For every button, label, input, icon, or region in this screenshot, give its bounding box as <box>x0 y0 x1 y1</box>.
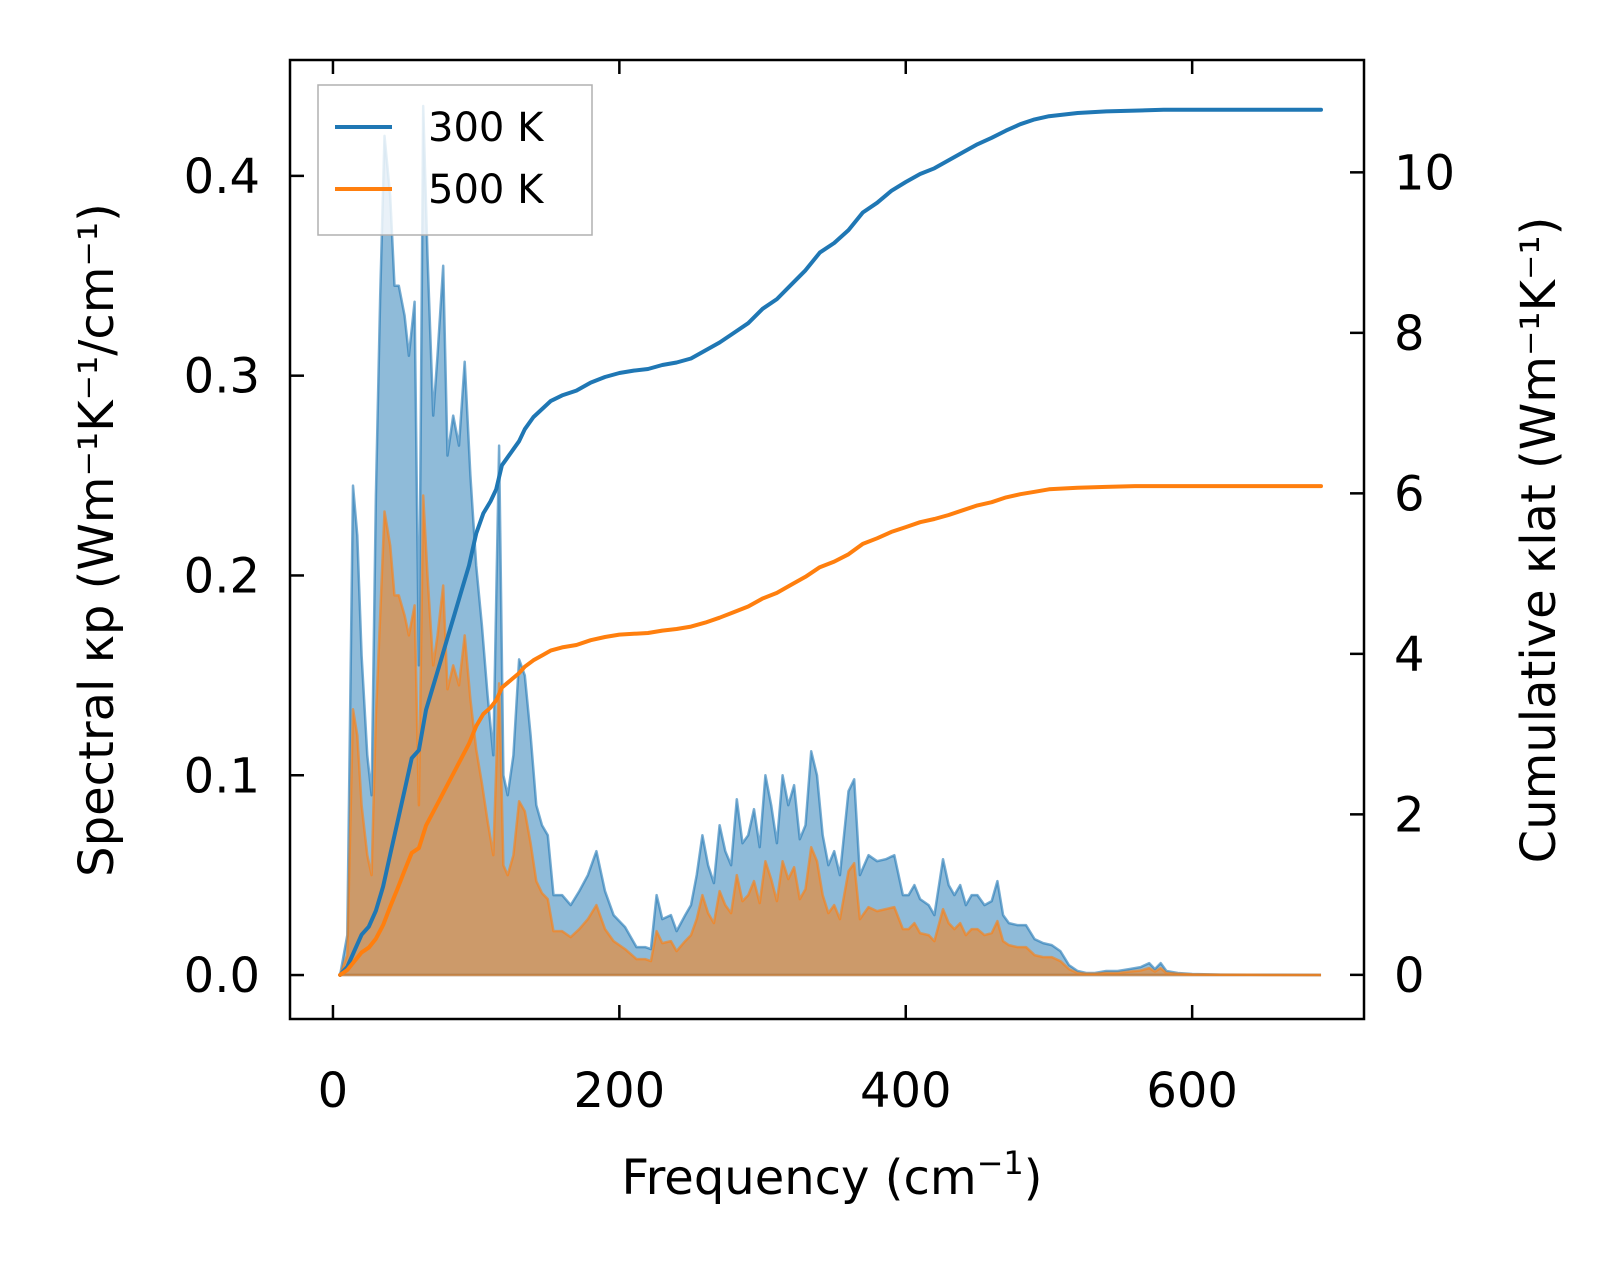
y-right-tick-label: 0 <box>1394 948 1425 1004</box>
x-axis-label-main: Frequency (cm <box>621 1150 976 1206</box>
x-tick-label: 200 <box>574 1063 666 1119</box>
x-axis-label-sup: −1 <box>977 1144 1024 1182</box>
legend-box <box>317 84 593 236</box>
spectral-fills <box>340 106 1322 975</box>
y-right-tick-label: 8 <box>1394 306 1425 362</box>
x-tick-label: 400 <box>860 1063 952 1119</box>
cumulative-line-500k <box>338 484 1323 977</box>
cumulative-line-300k <box>338 107 1323 977</box>
spectral-line-500k <box>338 494 1321 977</box>
y-right-tick-label: 2 <box>1394 787 1425 843</box>
y-left-axis-ticks: 0.0 0.1 0.2 0.3 0.4 <box>184 149 304 1004</box>
spectral-fill-500k <box>340 495 1322 975</box>
x-axis-ticks: 0 200 400 600 <box>318 60 1238 1119</box>
y-right-tick-label: 6 <box>1394 466 1425 522</box>
cumulative-lines <box>338 107 1323 977</box>
spectral-lines <box>338 104 1322 977</box>
legend-label-500k: 500 K <box>428 167 545 213</box>
legend: 300 K 500 K <box>317 84 593 236</box>
y-left-tick-label: 0.2 <box>184 548 260 604</box>
y-right-tick-label: 4 <box>1394 627 1425 683</box>
y-left-tick-label: 0.4 <box>184 149 260 205</box>
plot-frame <box>288 58 1366 1021</box>
y-right-tick-label: 10 <box>1394 145 1455 201</box>
y-right-axis-label: Cumulative κlat (Wm⁻¹K⁻¹) <box>1511 217 1567 864</box>
y-left-tick-label: 0.1 <box>184 748 260 804</box>
y-left-axis-label: Spectral κp (Wm⁻¹K⁻¹/cm⁻¹) <box>69 203 125 877</box>
spectral-line-300k <box>338 104 1322 977</box>
y-left-tick-label: 0.3 <box>184 349 260 405</box>
x-tick-label: 600 <box>1146 1063 1238 1119</box>
y-right-axis-ticks: 0 2 4 6 8 10 <box>1350 145 1455 1004</box>
legend-label-300k: 300 K <box>428 105 545 151</box>
y-left-tick-label: 0.0 <box>184 948 260 1004</box>
x-axis-label-end: ) <box>1024 1150 1043 1206</box>
x-tick-label: 0 <box>318 1063 349 1119</box>
x-axis-label: Frequency (cm−1) <box>621 1144 1042 1206</box>
